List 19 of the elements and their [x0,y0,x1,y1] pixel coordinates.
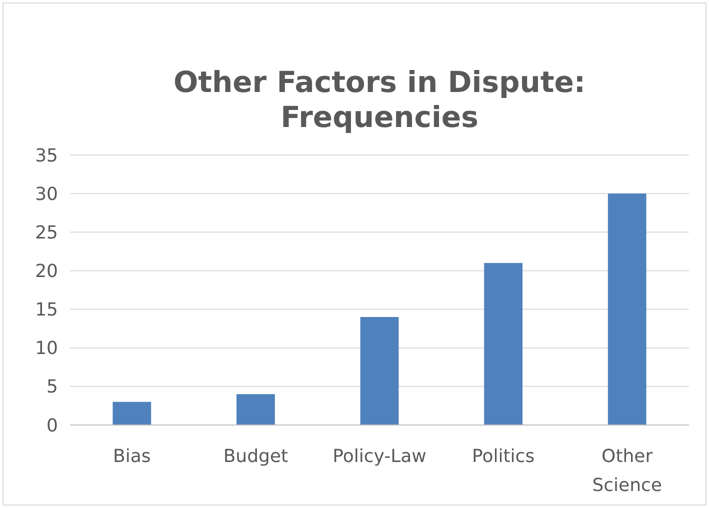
y-tick-label: 25 [35,222,58,244]
bar [360,317,399,425]
x-tick-label: Budget [223,446,288,467]
y-tick-label: 5 [46,376,58,398]
y-tick-label: 30 [35,184,58,205]
x-tick-label: Bias [113,446,151,467]
x-tick-label: Politics [472,446,535,467]
y-tick-label: 20 [35,261,58,282]
x-tick-label: Other Science [592,446,662,496]
bar [608,194,646,425]
y-tick-label: 0 [46,415,58,436]
x-tick-label: Policy-Law [332,446,426,467]
bar [112,402,152,425]
bar [484,263,522,425]
y-tick-label: 10 [35,338,58,360]
y-tick-label: 35 [35,145,58,166]
bar [236,394,275,425]
y-tick-label: 15 [35,300,58,321]
chart-title: Other Factors in Dispute: Frequencies [173,65,586,134]
